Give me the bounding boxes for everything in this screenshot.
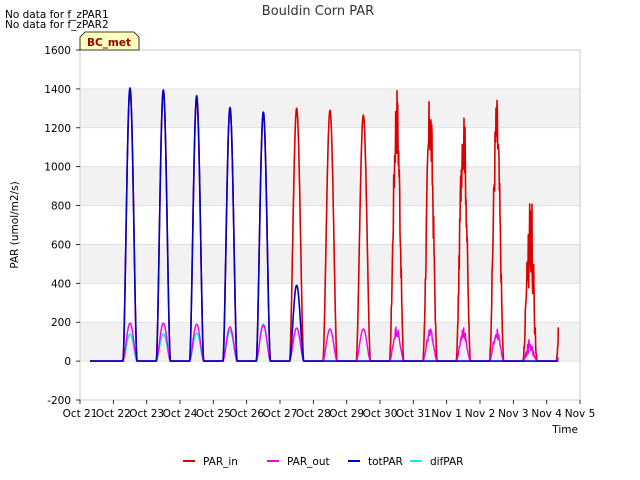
badge-shape	[79, 31, 140, 51]
plot-band	[80, 322, 580, 362]
x-tick-label: Oct 27	[263, 408, 298, 420]
chart-title: Bouldin Corn PAR	[262, 4, 374, 19]
y-tick-label: 1400	[44, 84, 71, 96]
x-tick-label: Nov 4	[531, 408, 562, 420]
x-tick-label: Oct 23	[129, 408, 164, 420]
legend-label: difPAR	[430, 456, 463, 468]
x-tick-label: Oct 26	[229, 408, 264, 420]
x-tick-label: Nov 2	[465, 408, 496, 420]
x-tick-label: Oct 21	[63, 408, 98, 420]
y-tick-label: 400	[51, 278, 71, 290]
notice-zpar2: No data for f_zPAR2	[5, 19, 109, 31]
legend-label: PAR_out	[287, 456, 330, 468]
series-layer	[89, 87, 560, 362]
y-axis-ticks: -200 0 200 400 600 800 1000 1200 1400 1600	[44, 45, 80, 407]
x-tick-label: Oct 30	[363, 408, 398, 420]
legend: PAR_in PAR_out totPAR difPAR	[183, 456, 463, 468]
y-tick-label: 800	[51, 201, 71, 213]
y-tick-label: 200	[51, 317, 71, 329]
legend-label: totPAR	[368, 456, 403, 468]
notice-zpar1: No data for f_zPAR1	[5, 9, 109, 21]
x-tick-label: Oct 24	[163, 408, 198, 420]
legend-label: PAR_in	[203, 456, 238, 468]
y-tick-label: -200	[47, 395, 71, 407]
y-axis-label: PAR (umol/m2/s)	[9, 181, 21, 268]
y-tick-label: 0	[64, 356, 71, 368]
plot-frame	[79, 49, 581, 401]
y-tick-label: 1000	[44, 162, 71, 174]
plot-band	[80, 244, 580, 284]
site-badge: BC_met	[79, 31, 140, 51]
x-tick-label: Oct 28	[296, 408, 331, 420]
y-tick-label: 600	[51, 239, 71, 251]
x-tick-label: Nov 1	[431, 408, 462, 420]
x-tick-label: Oct 31	[396, 408, 431, 420]
series-line-totpar	[89, 87, 559, 362]
y-tick-label: 1600	[44, 45, 71, 57]
y-tick-label: 1200	[44, 123, 71, 135]
badge-label: BC_met	[87, 37, 131, 49]
x-tick-label: Nov 3	[498, 408, 529, 420]
x-axis-label: Time	[551, 424, 578, 436]
x-tick-label: Oct 25	[196, 408, 231, 420]
x-tick-label: Nov 5	[565, 408, 596, 420]
plot-band	[80, 166, 580, 206]
x-tick-label: Oct 22	[96, 408, 131, 420]
x-tick-label: Oct 29	[329, 408, 364, 420]
plot-bands	[80, 88, 580, 362]
plot-band	[80, 88, 580, 128]
